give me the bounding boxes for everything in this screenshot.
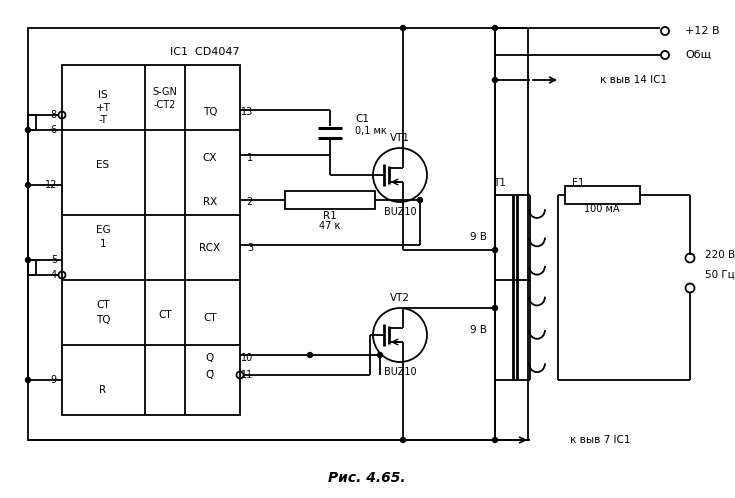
Text: CT: CT [158, 310, 172, 320]
Circle shape [492, 78, 498, 83]
Text: 9 В: 9 В [470, 232, 487, 242]
Text: 1: 1 [247, 153, 253, 163]
Bar [28, 28, 528, 440]
Text: 100 мА: 100 мА [584, 204, 620, 214]
Text: к выв 14 IC1: к выв 14 IC1 [600, 75, 667, 85]
Circle shape [492, 248, 498, 252]
Text: R1: R1 [323, 211, 337, 221]
Circle shape [401, 438, 406, 443]
Circle shape [401, 25, 406, 30]
Text: к выв 7 IC1: к выв 7 IC1 [570, 435, 631, 445]
Text: -CT2: -CT2 [154, 100, 176, 110]
Text: Общ: Общ [685, 50, 711, 60]
Text: 12: 12 [45, 180, 57, 190]
Text: 1: 1 [100, 239, 107, 249]
Circle shape [26, 127, 30, 132]
Circle shape [307, 353, 312, 358]
Text: ES: ES [96, 160, 110, 170]
Text: 13: 13 [241, 107, 253, 117]
Text: IS: IS [98, 90, 108, 100]
Circle shape [378, 353, 382, 358]
Circle shape [492, 305, 498, 310]
Text: CT: CT [96, 300, 110, 310]
Text: RCX: RCX [199, 243, 220, 253]
Text: TQ: TQ [203, 107, 218, 117]
Text: CX: CX [203, 153, 218, 163]
Text: C1: C1 [355, 114, 369, 124]
Circle shape [26, 182, 30, 188]
Text: CT: CT [203, 313, 217, 323]
Text: VT2: VT2 [390, 293, 410, 303]
Text: Q̅: Q̅ [206, 370, 214, 380]
Text: 8: 8 [51, 110, 57, 120]
Text: EG: EG [96, 225, 110, 235]
Text: T1: T1 [494, 178, 506, 188]
Text: 3: 3 [247, 243, 253, 253]
Text: 50 Гц: 50 Гц [705, 270, 735, 280]
Text: Рис. 4.65.: Рис. 4.65. [329, 471, 406, 485]
Text: R: R [99, 385, 107, 395]
Text: 220 В: 220 В [705, 250, 735, 260]
Text: VT1: VT1 [390, 133, 410, 143]
Text: S-GN: S-GN [153, 87, 177, 97]
Circle shape [492, 25, 498, 30]
Text: 10: 10 [241, 353, 253, 363]
Text: 11: 11 [241, 370, 253, 380]
Text: 5: 5 [51, 255, 57, 265]
Text: +12 В: +12 В [685, 26, 720, 36]
Text: 0,1 мк: 0,1 мк [355, 125, 387, 135]
Text: -T: -T [98, 115, 107, 125]
Text: 6: 6 [51, 125, 57, 135]
Text: TQ: TQ [96, 315, 110, 325]
Bar [62, 65, 240, 415]
Text: 9: 9 [51, 375, 57, 385]
Circle shape [417, 198, 423, 203]
Circle shape [26, 257, 30, 262]
Text: Q: Q [206, 353, 214, 363]
Text: BUZ10: BUZ10 [384, 367, 416, 377]
Text: F1: F1 [572, 178, 584, 188]
Text: 2: 2 [247, 197, 253, 207]
Text: 9 В: 9 В [470, 325, 487, 335]
Bar [285, 191, 375, 209]
Text: 47 к: 47 к [319, 221, 341, 231]
Text: RX: RX [203, 197, 217, 207]
Circle shape [26, 377, 30, 382]
Circle shape [492, 438, 498, 443]
Text: IC1  CD4047: IC1 CD4047 [171, 47, 240, 57]
Text: BUZ10: BUZ10 [384, 207, 416, 217]
Text: +T: +T [96, 103, 110, 113]
Bar [565, 186, 640, 204]
Text: 4: 4 [51, 270, 57, 280]
